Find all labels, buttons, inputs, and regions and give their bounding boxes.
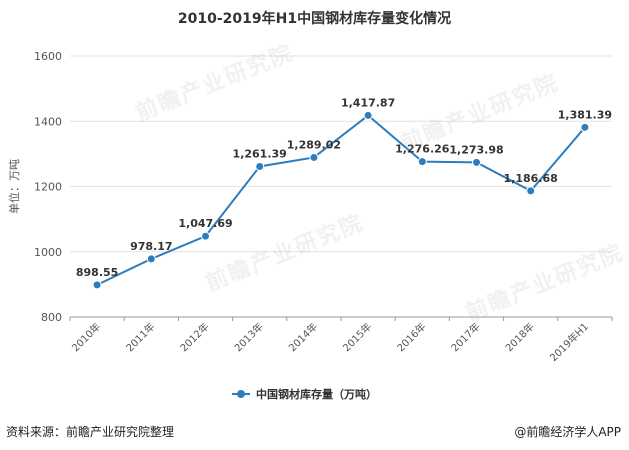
x-tick-label: 2011年: [123, 320, 157, 354]
y-tick-label: 800: [41, 311, 62, 324]
data-label: 1,276.26: [395, 143, 450, 156]
y-axis-label: 单位：万吨: [7, 159, 21, 214]
data-point: [580, 122, 590, 132]
x-tick-label: 2010年: [69, 320, 103, 354]
x-tick-label: 2014年: [286, 320, 320, 354]
y-tick-label: 1600: [34, 50, 62, 63]
data-label: 1,417.87: [341, 96, 395, 109]
y-tick-label: 1000: [34, 246, 62, 259]
data-label: 1,381.39: [558, 108, 612, 121]
data-point: [363, 110, 373, 120]
data-point: [472, 157, 481, 167]
data-label: 898.55: [76, 266, 118, 279]
data-label: 1,047.69: [178, 217, 232, 230]
source-note: 资料来源：前瞻产业研究院整理: [6, 425, 175, 439]
data-point: [417, 157, 427, 167]
legend-label: 中国钢材库存量（万吨）: [256, 387, 377, 401]
y-tick-label: 1400: [34, 115, 62, 128]
x-tick-label: 2012年: [177, 320, 211, 354]
x-tick-label: 2013年: [232, 320, 266, 354]
data-point: [526, 186, 536, 196]
x-tick-label: 2018年: [503, 320, 537, 354]
x-tick-label: 2016年: [394, 320, 428, 354]
x-tick-label: 2019年H1: [547, 320, 591, 364]
series-line: [96, 114, 586, 286]
data-point: [146, 254, 156, 264]
chart-title: 2010-2019年H1中国钢材库存量变化情况: [177, 11, 452, 27]
data-label: 1,273.98: [449, 143, 503, 156]
data-label: 1,289.02: [287, 138, 341, 151]
data-label: 1,186.68: [504, 172, 558, 185]
data-point: [309, 152, 319, 162]
data-label: 978.17: [130, 240, 172, 253]
data-point: [201, 231, 210, 241]
data-point: [92, 280, 102, 290]
data-point: [255, 161, 265, 171]
brand-credit: @前瞻经济学人APP: [514, 425, 621, 439]
legend-marker: [237, 390, 245, 398]
y-tick-label: 1200: [34, 181, 62, 194]
x-tick-label: 2015年: [340, 320, 374, 354]
data-label: 1,261.39: [233, 147, 287, 160]
